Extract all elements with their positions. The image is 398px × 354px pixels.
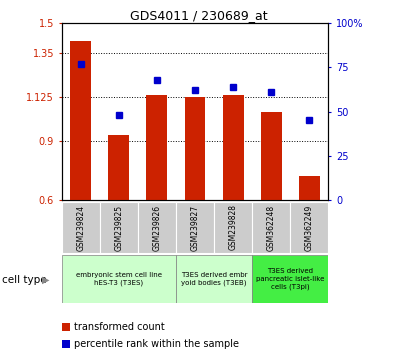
Bar xyxy=(222,95,244,200)
Bar xyxy=(252,202,290,253)
Bar xyxy=(299,176,320,200)
Text: GSM239826: GSM239826 xyxy=(152,204,162,251)
Bar xyxy=(146,95,168,200)
Text: ▶: ▶ xyxy=(42,275,49,285)
Bar xyxy=(185,97,205,200)
Bar xyxy=(100,202,138,253)
Text: cell type: cell type xyxy=(2,275,47,285)
Text: embryonic stem cell line
hES-T3 (T3ES): embryonic stem cell line hES-T3 (T3ES) xyxy=(76,272,162,286)
Bar xyxy=(290,202,328,253)
Text: T3ES derived
pancreatic islet-like
cells (T3pi): T3ES derived pancreatic islet-like cells… xyxy=(256,268,324,290)
Text: GSM239824: GSM239824 xyxy=(76,204,85,251)
Text: GSM239827: GSM239827 xyxy=(191,204,199,251)
Text: transformed count: transformed count xyxy=(74,322,164,332)
Bar xyxy=(261,112,282,200)
Text: GSM362248: GSM362248 xyxy=(267,204,276,251)
Bar xyxy=(62,255,176,303)
Text: GDS4011 / 230689_at: GDS4011 / 230689_at xyxy=(130,9,268,22)
Bar xyxy=(138,202,176,253)
Bar xyxy=(214,202,252,253)
Text: GSM362249: GSM362249 xyxy=(305,204,314,251)
Bar xyxy=(176,202,214,253)
Bar xyxy=(62,202,100,253)
Text: GSM239828: GSM239828 xyxy=(228,205,238,250)
Bar xyxy=(108,135,129,200)
Bar xyxy=(176,255,252,303)
Text: percentile rank within the sample: percentile rank within the sample xyxy=(74,339,239,349)
Bar xyxy=(252,255,328,303)
Text: GSM239825: GSM239825 xyxy=(114,204,123,251)
Text: T3ES derived embr
yoid bodies (T3EB): T3ES derived embr yoid bodies (T3EB) xyxy=(181,272,247,286)
Bar xyxy=(70,41,91,200)
